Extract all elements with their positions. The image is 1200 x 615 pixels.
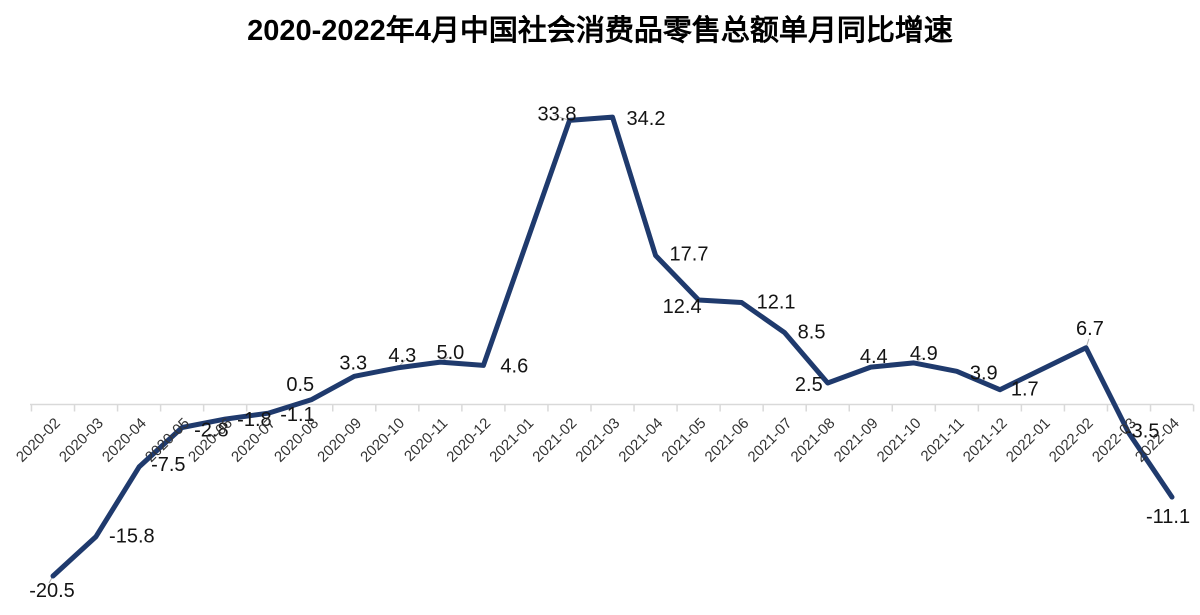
data-point-label: 4.9: [910, 343, 938, 365]
data-point-label: -7.5: [151, 454, 185, 476]
data-point-label: -1.1: [280, 404, 314, 426]
data-point-label: 12.1: [757, 291, 796, 313]
x-tick-label: 2022-01: [1003, 415, 1054, 466]
x-tick-label: 2021-03: [572, 415, 623, 466]
x-axis: [30, 403, 1195, 412]
x-tick-label: 2020-04: [99, 415, 150, 466]
x-axis-labels: 2020-022020-032020-042020-052020-062020-…: [13, 415, 1183, 466]
data-point-label: 0.5: [286, 374, 314, 396]
data-point-label: 5.0: [436, 342, 464, 364]
x-tick-label: 2020-10: [357, 415, 408, 466]
x-tick-label: 2021-08: [788, 415, 839, 466]
x-tick-label: 2021-02: [529, 415, 580, 466]
data-point-label: 3.3: [339, 352, 367, 374]
series-line: [50, 114, 1175, 579]
data-point-label: 2.5: [795, 374, 823, 396]
x-tick-label: 2020-03: [56, 415, 107, 466]
data-point-label: 33.8: [538, 103, 577, 125]
x-tick-label: 2020-09: [314, 415, 365, 466]
data-point-label: -20.5: [29, 580, 75, 602]
label-leader-line: [554, 114, 570, 121]
x-tick-label: 2020-12: [443, 415, 494, 466]
x-tick-label: 2022-02: [1046, 415, 1097, 466]
data-point-label: 8.5: [798, 322, 826, 344]
data-point-label: -2.8: [194, 419, 228, 441]
data-point-label: -15.8: [109, 526, 155, 548]
x-tick-label: 2021-11: [918, 415, 968, 465]
data-point-label: 12.4: [663, 296, 702, 318]
data-point-label: 4.6: [500, 355, 528, 377]
x-tick-label: 2021-10: [874, 415, 925, 466]
data-point-label: 34.2: [627, 108, 666, 130]
x-tick-label: 2021-01: [486, 415, 537, 466]
x-tick-label: 2021-12: [960, 415, 1011, 466]
data-point-label: -3.5: [1125, 420, 1159, 442]
data-point-label: 4.4: [860, 346, 888, 368]
series-polyline: [50, 114, 1175, 579]
data-point-label: 17.7: [670, 243, 709, 265]
x-tick-label: 2021-07: [745, 415, 796, 466]
data-point-label: -11.1: [1146, 506, 1190, 528]
data-point-label: 3.9: [970, 362, 998, 384]
x-tick-label: 2021-04: [615, 415, 666, 466]
x-tick-label: 2020-11: [401, 415, 451, 465]
data-point-label: 1.7: [1011, 379, 1039, 401]
data-point-label: 6.7: [1076, 318, 1104, 340]
x-tick-label: 2021-09: [831, 415, 882, 466]
data-point-label: -1.8: [237, 409, 271, 431]
data-labels: -20.5 -15.8 -7.5 -2.8 -1.8 -1.1 0.5 3.3 4.3 5.0 4.…: [29, 103, 1190, 602]
x-tick-label: 2021-05: [658, 415, 709, 466]
data-point-label: 4.3: [388, 345, 416, 367]
x-tick-label: 2020-02: [13, 415, 64, 466]
chart-title: 2020-2022年4月中国社会消费品零售总额单月同比增速: [247, 13, 953, 47]
x-tick-label: 2021-06: [702, 415, 753, 466]
